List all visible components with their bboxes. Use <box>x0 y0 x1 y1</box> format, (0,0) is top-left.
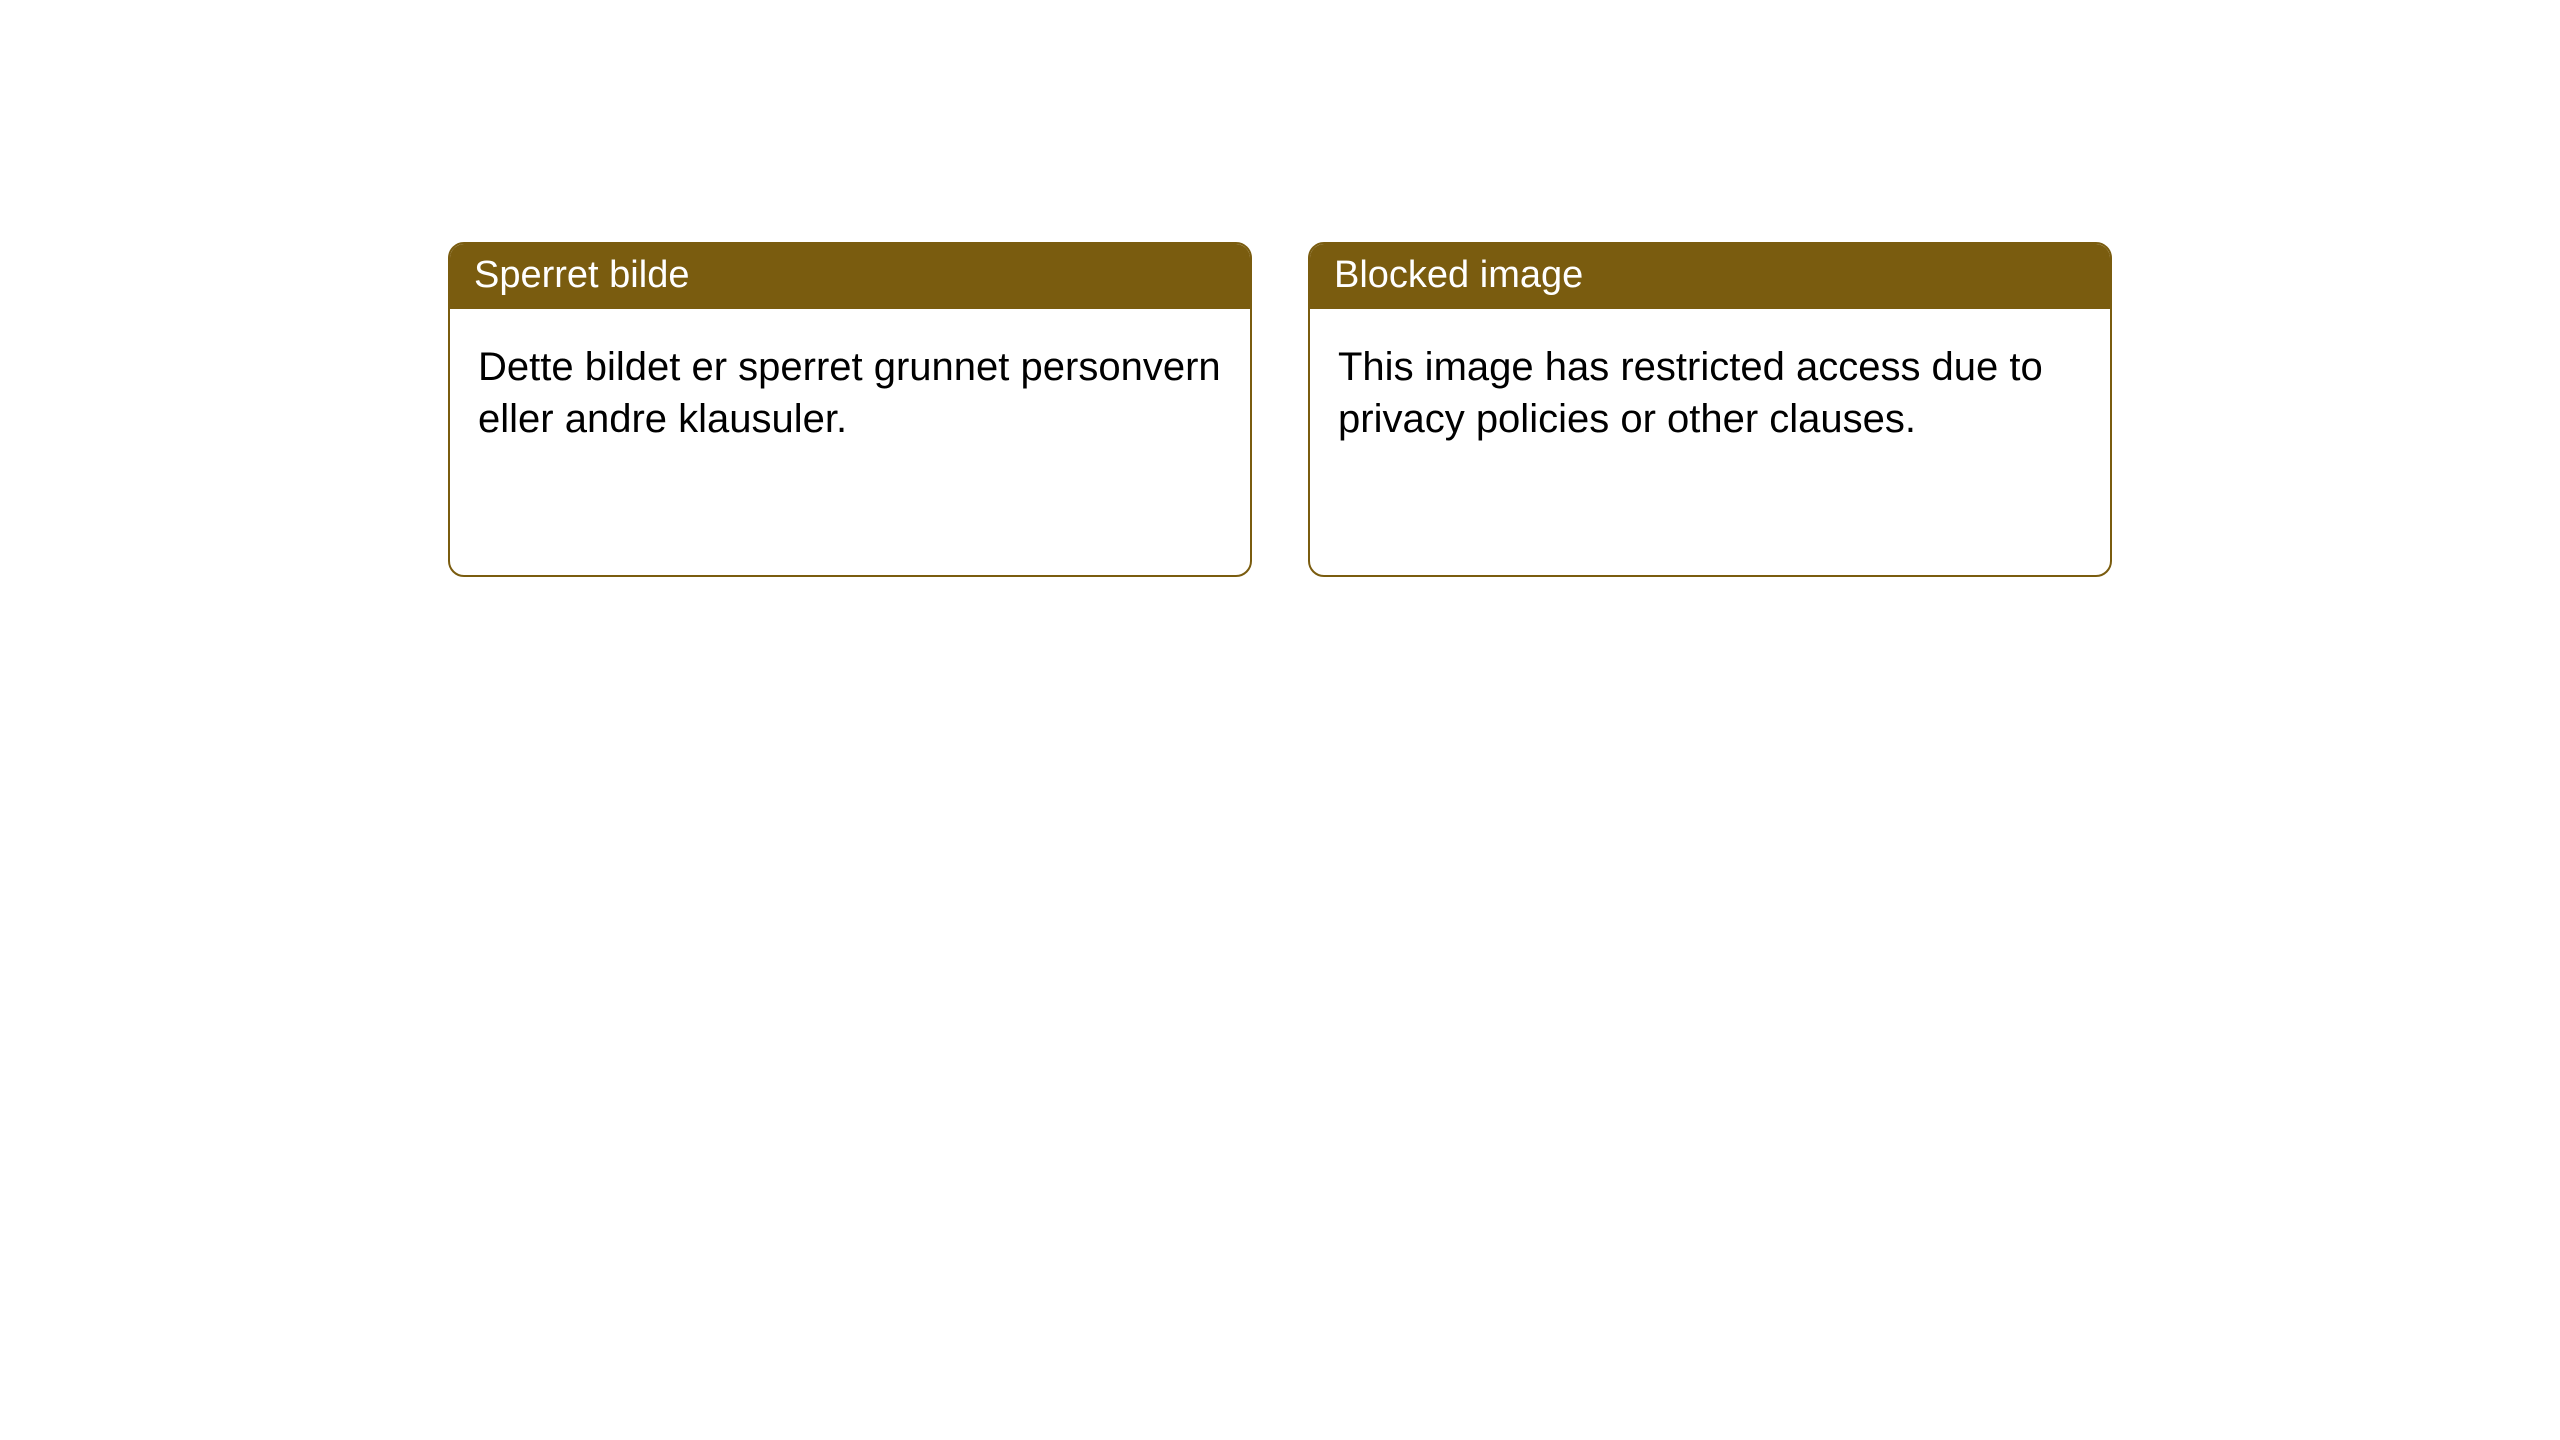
notice-body-text: This image has restricted access due to … <box>1338 345 2043 441</box>
notice-header: Blocked image <box>1310 244 2110 309</box>
notice-body-text: Dette bildet er sperret grunnet personve… <box>478 345 1221 441</box>
notice-title: Sperret bilde <box>474 254 689 296</box>
notice-title: Blocked image <box>1334 254 1583 296</box>
notice-body: This image has restricted access due to … <box>1310 309 2110 469</box>
notice-box-english: Blocked image This image has restricted … <box>1308 242 2112 577</box>
notice-box-norwegian: Sperret bilde Dette bildet er sperret gr… <box>448 242 1252 577</box>
notice-header: Sperret bilde <box>450 244 1250 309</box>
notice-container: Sperret bilde Dette bildet er sperret gr… <box>0 0 2560 577</box>
notice-body: Dette bildet er sperret grunnet personve… <box>450 309 1250 469</box>
